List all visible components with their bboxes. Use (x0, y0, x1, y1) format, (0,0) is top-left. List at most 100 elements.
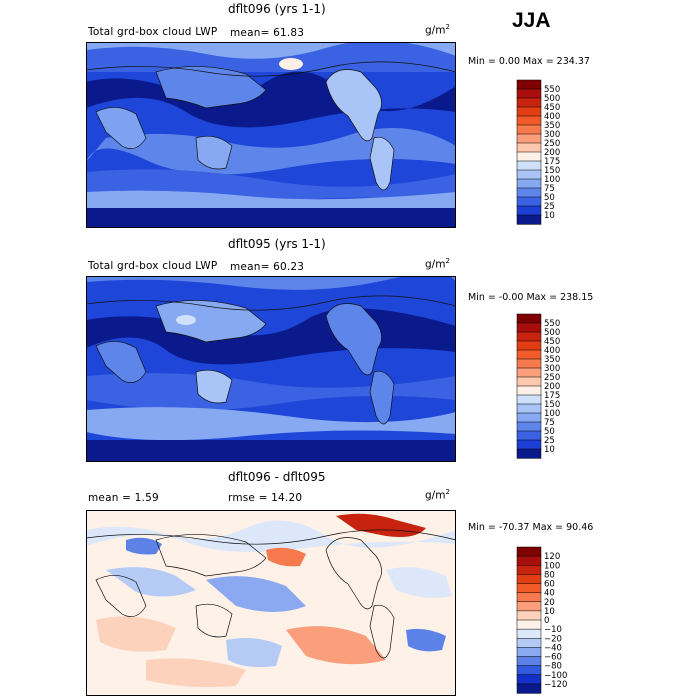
colorbar-segment (516, 97, 542, 108)
colorbar-segment (516, 430, 542, 441)
colorbar-segment (516, 403, 542, 414)
colorbar-tick-label: 20 (544, 598, 555, 608)
colorbar-tick-label: −100 (544, 671, 567, 681)
colorbar-segment (516, 574, 542, 585)
colorbar-tick-label: 100 (544, 175, 560, 185)
colorbar-tick-label: 150 (544, 166, 560, 176)
panel-1-mean: mean= 61.83 (230, 27, 305, 39)
colorbar-tick-label: 350 (544, 355, 560, 365)
panel-2-variable-label: Total grd-box cloud LWP (88, 260, 218, 272)
colorbar-tick-label: 150 (544, 400, 560, 410)
colorbar-tick-label: 100 (544, 561, 560, 571)
panel-1-minmax: Min = 0.00 Max = 234.37 (468, 56, 590, 67)
colorbar-segment (516, 313, 542, 324)
colorbar-segment (516, 115, 542, 126)
colorbar-tick-label: 50 (544, 427, 555, 437)
colorbar-tick-label: 200 (544, 382, 560, 392)
colorbar-segment (516, 565, 542, 576)
colorbar-tick-label: 120 (544, 552, 560, 562)
panel-3-title: dflt096 - dflt095 (228, 470, 326, 484)
colorbar-segment (516, 124, 542, 135)
colorbar-tick-label: 75 (544, 184, 555, 194)
colorbar-tick-label: 500 (544, 94, 560, 104)
colorbar-tick-label: 400 (544, 112, 560, 122)
colorbar-tick-label: 250 (544, 373, 560, 383)
colorbar-tick-label: 175 (544, 157, 560, 167)
colorbar-tick-label: 80 (544, 570, 555, 580)
colorbar-tick-label: 60 (544, 580, 555, 590)
colorbar-segment (516, 133, 542, 144)
colorbar-segment (516, 674, 542, 685)
panel-3-mean: mean = 1.59 (88, 492, 159, 504)
colorbar-segment (516, 331, 542, 342)
colorbar-segment (516, 583, 542, 594)
colorbar-tick-label: 25 (544, 436, 555, 446)
colorbar-tick-label: 10 (544, 211, 555, 221)
colorbar-segment (516, 151, 542, 162)
colorbar-tick-label: 400 (544, 346, 560, 356)
colorbar-segment (516, 412, 542, 423)
panel-2-colorbar: 5505004504003503002502001751501007550251… (516, 313, 560, 459)
colorbar-tick-label: 200 (544, 148, 560, 158)
colorbar-segment (516, 628, 542, 639)
colorbar-segment (516, 178, 542, 189)
colorbar-segment (516, 439, 542, 450)
colorbar-segment (516, 214, 542, 225)
colorbar-tick-label: 50 (544, 193, 555, 203)
colorbar-segment (516, 160, 542, 171)
colorbar-tick-label: 10 (544, 607, 555, 617)
colorbar-segment (516, 394, 542, 405)
panel-1-colorbar: 5505004504003503002502001751501007550251… (516, 79, 560, 225)
panel-3-map (86, 510, 456, 696)
colorbar-segment (516, 367, 542, 378)
colorbar-segment (516, 79, 542, 90)
colorbar-segment (516, 665, 542, 676)
colorbar-segment (516, 169, 542, 180)
colorbar-segment (516, 205, 542, 216)
panel-2-minmax: Min = -0.00 Max = 238.15 (468, 292, 594, 303)
panel-3-rmse: rmse = 14.20 (228, 492, 303, 504)
colorbar-segment (516, 656, 542, 667)
panel-1-variable-label: Total grd-box cloud LWP (88, 26, 218, 38)
colorbar-tick-label: 25 (544, 202, 555, 212)
colorbar-tick-label: 300 (544, 364, 560, 374)
colorbar-tick-label: −120 (544, 680, 567, 690)
colorbar-tick-label: −40 (544, 643, 562, 653)
colorbar-segment (516, 349, 542, 360)
colorbar-tick-label: 350 (544, 121, 560, 131)
colorbar-tick-label: 500 (544, 328, 560, 338)
season-label: JJA (512, 9, 551, 32)
colorbar-tick-label: −60 (544, 653, 562, 663)
colorbar-tick-label: 175 (544, 391, 560, 401)
colorbar-segment (516, 546, 542, 557)
panel-2-units: g/m2 (425, 257, 450, 271)
panel-1-title: dflt096 (yrs 1-1) (228, 2, 326, 16)
panel-2-mean: mean= 60.23 (230, 261, 305, 273)
panel-3-units: g/m2 (425, 488, 450, 502)
colorbar-segment (516, 187, 542, 198)
colorbar-tick-label: 40 (544, 589, 555, 599)
colorbar-segment (516, 638, 542, 649)
colorbar-tick-label: 250 (544, 139, 560, 149)
colorbar-tick-label: 450 (544, 103, 560, 113)
colorbar-segment (516, 358, 542, 369)
colorbar-segment (516, 592, 542, 603)
colorbar-tick-label: 100 (544, 409, 560, 419)
panel-1-map (86, 42, 456, 228)
panel-1-units: g/m2 (425, 23, 450, 37)
colorbar-segment (516, 421, 542, 432)
colorbar-segment (516, 683, 542, 694)
colorbar-segment (516, 340, 542, 351)
colorbar-segment (516, 385, 542, 396)
panel-3-minmax: Min = -70.37 Max = 90.46 (468, 522, 594, 533)
colorbar-tick-label: −10 (544, 625, 562, 635)
colorbar-tick-label: 550 (544, 319, 560, 329)
colorbar-tick-label: −80 (544, 662, 562, 672)
colorbar-tick-label: 300 (544, 130, 560, 140)
colorbar-segment (516, 610, 542, 621)
colorbar-tick-label: 450 (544, 337, 560, 347)
colorbar-segment (516, 142, 542, 153)
colorbar-segment (516, 88, 542, 99)
colorbar-tick-label: −20 (544, 634, 562, 644)
